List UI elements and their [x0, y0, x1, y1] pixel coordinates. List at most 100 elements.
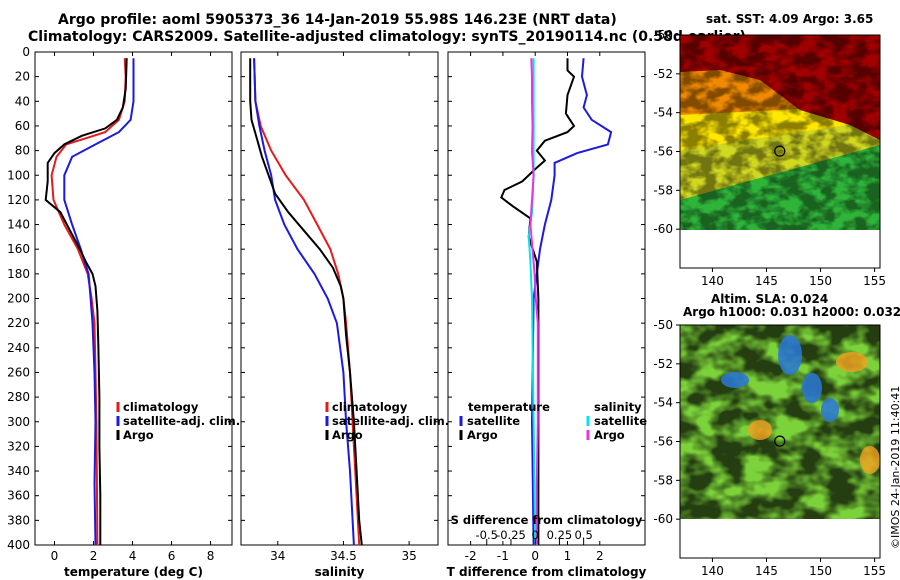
salinity-legend-label: Argo	[332, 428, 363, 442]
sst-lon-tick-label: 155	[863, 274, 886, 288]
depth-tick-label: 320	[7, 439, 30, 453]
temperature-xtick-label: 4	[129, 549, 137, 563]
diff-legend-label: satellite	[467, 414, 520, 428]
sla-negative-eddy	[721, 372, 749, 388]
depth-tick-label: 0	[22, 45, 30, 59]
difference-xtick-label: -2	[465, 549, 477, 563]
salinity-xtick-label: 34.5	[330, 549, 357, 563]
depth-tick-label: 80	[15, 144, 30, 158]
depth-tick-label: 60	[15, 119, 30, 133]
sla-map-title: Altim. SLA: 0.024	[711, 292, 829, 306]
depth-tick-label: 300	[7, 415, 30, 429]
diff-legend-label: Argo	[467, 428, 498, 442]
sla-lat-tick-label: -58	[653, 473, 673, 487]
difference-xtick-label: -1	[497, 549, 509, 563]
sla-lat-tick-label: -56	[653, 435, 673, 449]
salinity-xtick-label: 34	[270, 549, 285, 563]
sst-lat-tick-label: -50	[653, 28, 673, 42]
sst-lon-tick-label: 150	[809, 274, 832, 288]
sst-texture	[680, 35, 880, 230]
temperature-plot-frame	[34, 51, 233, 546]
sla-lon-tick-label: 150	[809, 564, 832, 578]
temperature-xtick-label: 2	[90, 549, 98, 563]
temperature-xlabel: temperature (deg C)	[64, 565, 203, 579]
sla-positive-eddy	[836, 352, 868, 372]
sla-map-subtitle: Argo h1000: 0.031 h2000: 0.032	[683, 305, 900, 319]
salinity-series-argo	[249, 58, 363, 546]
sla-lon-tick-label: 155	[863, 564, 886, 578]
diff-s-axis-label: S difference from climatology	[451, 513, 643, 527]
depth-tick-label: 100	[7, 168, 30, 182]
temperature-legend-label: climatology	[123, 400, 199, 414]
sst-map	[679, 34, 881, 269]
salinity-series-satellite-adj.-clim.	[253, 58, 355, 546]
depth-tick-label: 280	[7, 390, 30, 404]
sst-lon-tick-label: 140	[701, 274, 724, 288]
sla-lon-tick-label: 145	[755, 564, 778, 578]
diff-legend-label: satellite	[594, 414, 647, 428]
diff-s-tick-label: 0.25	[547, 528, 573, 542]
salinity-legend-label: climatology	[332, 400, 408, 414]
depth-tick-label: 180	[7, 267, 30, 281]
depth-tick-label: 40	[15, 94, 30, 108]
diff-s-tick-label: 0.5	[574, 528, 592, 542]
diff-legend-temp-title: temperature	[468, 400, 550, 414]
sla-positive-eddy	[748, 420, 772, 440]
sst-nodata	[680, 230, 880, 268]
diff-s-tick-label: -0.25	[496, 528, 526, 542]
difference-xtick-label: 1	[564, 549, 572, 563]
sst-lat-tick-label: -56	[653, 145, 673, 159]
sla-lat-tick-label: -52	[653, 357, 673, 371]
sst-lon-tick-label: 145	[755, 274, 778, 288]
diff-legend-sal-title: salinity	[594, 400, 642, 414]
sla-map	[679, 324, 881, 559]
salinity-xtick-label: 35	[401, 549, 416, 563]
temperature-xtick-label: 8	[207, 549, 215, 563]
sla-negative-eddy	[778, 335, 802, 375]
sst-map-title: sat. SST: 4.09 Argo: 3.65	[706, 12, 874, 26]
sla-lon-tick-label: 140	[701, 564, 724, 578]
difference-xtick-label: 0	[531, 549, 539, 563]
depth-tick-label: 140	[7, 218, 30, 232]
sst-lat-tick-label: -54	[653, 106, 673, 120]
temperature-xtick-label: 0	[51, 549, 59, 563]
salinity-xlabel: salinity	[315, 565, 365, 579]
difference-series-t-argo	[500, 58, 576, 545]
depth-tick-label: 240	[7, 341, 30, 355]
depth-tick-label: 260	[7, 365, 30, 379]
temperature-series-climatology	[50, 58, 127, 546]
title-line-2: Climatology: CARS2009. Satellite-adjuste…	[28, 29, 746, 45]
depth-tick-label: 380	[7, 513, 30, 527]
difference-xtick-label: 2	[596, 549, 604, 563]
temperature-legend-label: satellite-adj. clim.	[123, 414, 240, 428]
sla-nodata	[680, 519, 880, 558]
sst-lat-tick-label: -52	[653, 67, 673, 81]
salinity-legend-label: satellite-adj. clim.	[332, 414, 449, 428]
difference-xlabel: T difference from climatology	[447, 565, 647, 579]
temperature-series-argo	[44, 58, 128, 545]
salinity-series-climatology	[253, 58, 361, 546]
depth-tick-label: 200	[7, 292, 30, 306]
difference-series-s-argo	[529, 58, 539, 545]
diff-legend-label: Argo	[594, 428, 625, 442]
sla-lat-tick-label: -54	[653, 396, 673, 410]
depth-tick-label: 400	[7, 538, 30, 552]
salinity-plot-frame	[240, 51, 439, 546]
diff-s-tick-label: 0	[532, 528, 539, 542]
depth-tick-label: 20	[15, 70, 30, 84]
sst-lat-tick-label: -58	[653, 183, 673, 197]
sla-negative-eddy	[821, 398, 839, 422]
depth-tick-label: 160	[7, 242, 30, 256]
sla-positive-eddy	[860, 446, 880, 474]
temperature-legend-label: Argo	[123, 428, 154, 442]
sla-lat-tick-label: -60	[653, 512, 673, 526]
depth-tick-label: 360	[7, 489, 30, 503]
sst-lat-tick-label: -60	[653, 222, 673, 236]
depth-tick-label: 220	[7, 316, 30, 330]
depth-tick-label: 120	[7, 193, 30, 207]
sla-argo-marker	[774, 435, 786, 447]
temperature-series-satellite-adj.-clim.	[63, 58, 135, 546]
temperature-xtick-label: 6	[168, 549, 176, 563]
sla-lat-tick-label: -50	[653, 318, 673, 332]
